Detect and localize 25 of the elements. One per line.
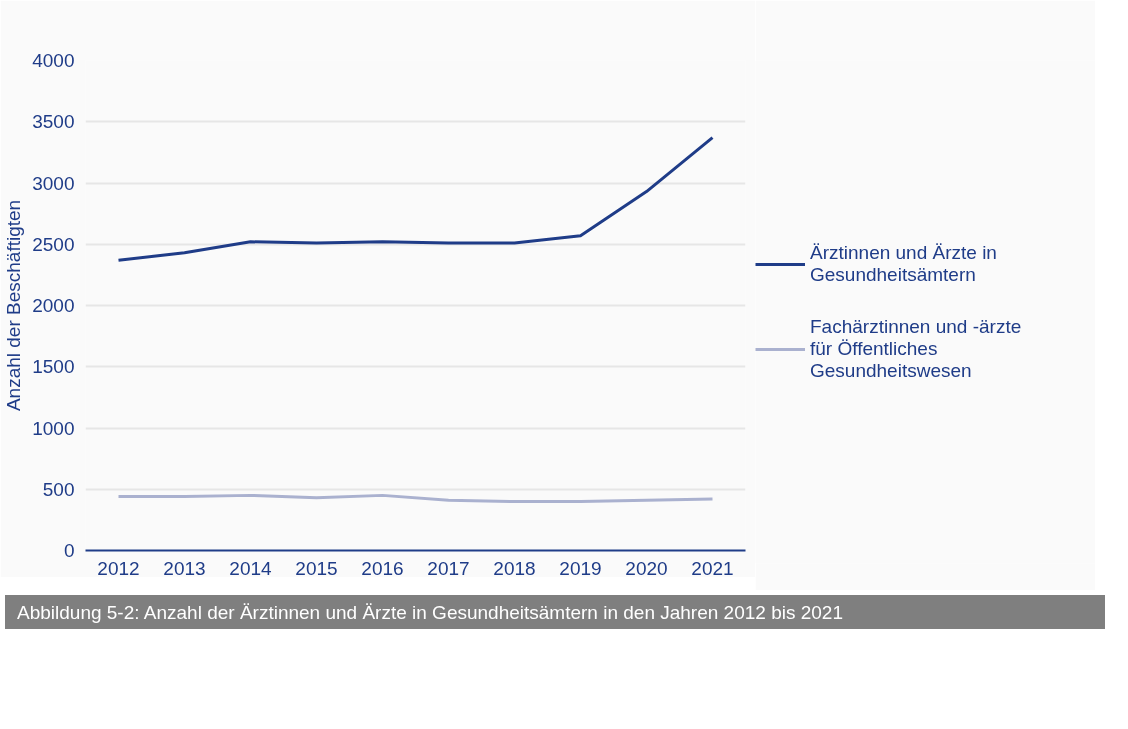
x-tick-label: 2017 — [427, 557, 470, 579]
x-tick-label: 2013 — [163, 557, 206, 579]
y-axis-title: Anzahl der Beschäftigten — [3, 199, 25, 412]
x-tick-label: 2016 — [361, 557, 404, 579]
line-series — [117, 493, 714, 503]
y-tick-label: 2500 — [32, 233, 75, 255]
y-tick-label: 2000 — [32, 295, 75, 316]
legend-label: Ärztinnen und Ärzte in Gesundheitsämtern — [810, 241, 997, 286]
x-tick-label: 2020 — [625, 557, 668, 579]
y-tick-label: 500 — [42, 478, 75, 500]
y-tick-label: 3000 — [32, 172, 75, 194]
line-series — [117, 136, 714, 262]
x-tick-label: 2019 — [559, 557, 602, 579]
y-tick-label: 1500 — [32, 356, 75, 378]
text: Abbildung 5-2: Anzahl der Ärztinnen und Ärzte in Gesundheitsämtern in den Jahren 2012 bis 2021 — [17, 601, 843, 625]
y-tick-label: 3500 — [32, 111, 75, 133]
x-tick-label: 2021 — [691, 557, 734, 579]
y-tick-label: 0 — [63, 540, 75, 561]
x-tick-label: 2014 — [229, 557, 273, 579]
x-tick-label: 2012 — [97, 557, 140, 579]
x-tick-label: 2018 — [493, 557, 536, 579]
legend-label: Fachärztinnen und -ärzte für Öffentliches Gesundheitswesen — [810, 315, 1022, 382]
x-tick-label: 2015 — [295, 557, 338, 579]
y-tick-label: 1000 — [32, 417, 75, 439]
y-tick-label: 4000 — [32, 50, 75, 71]
